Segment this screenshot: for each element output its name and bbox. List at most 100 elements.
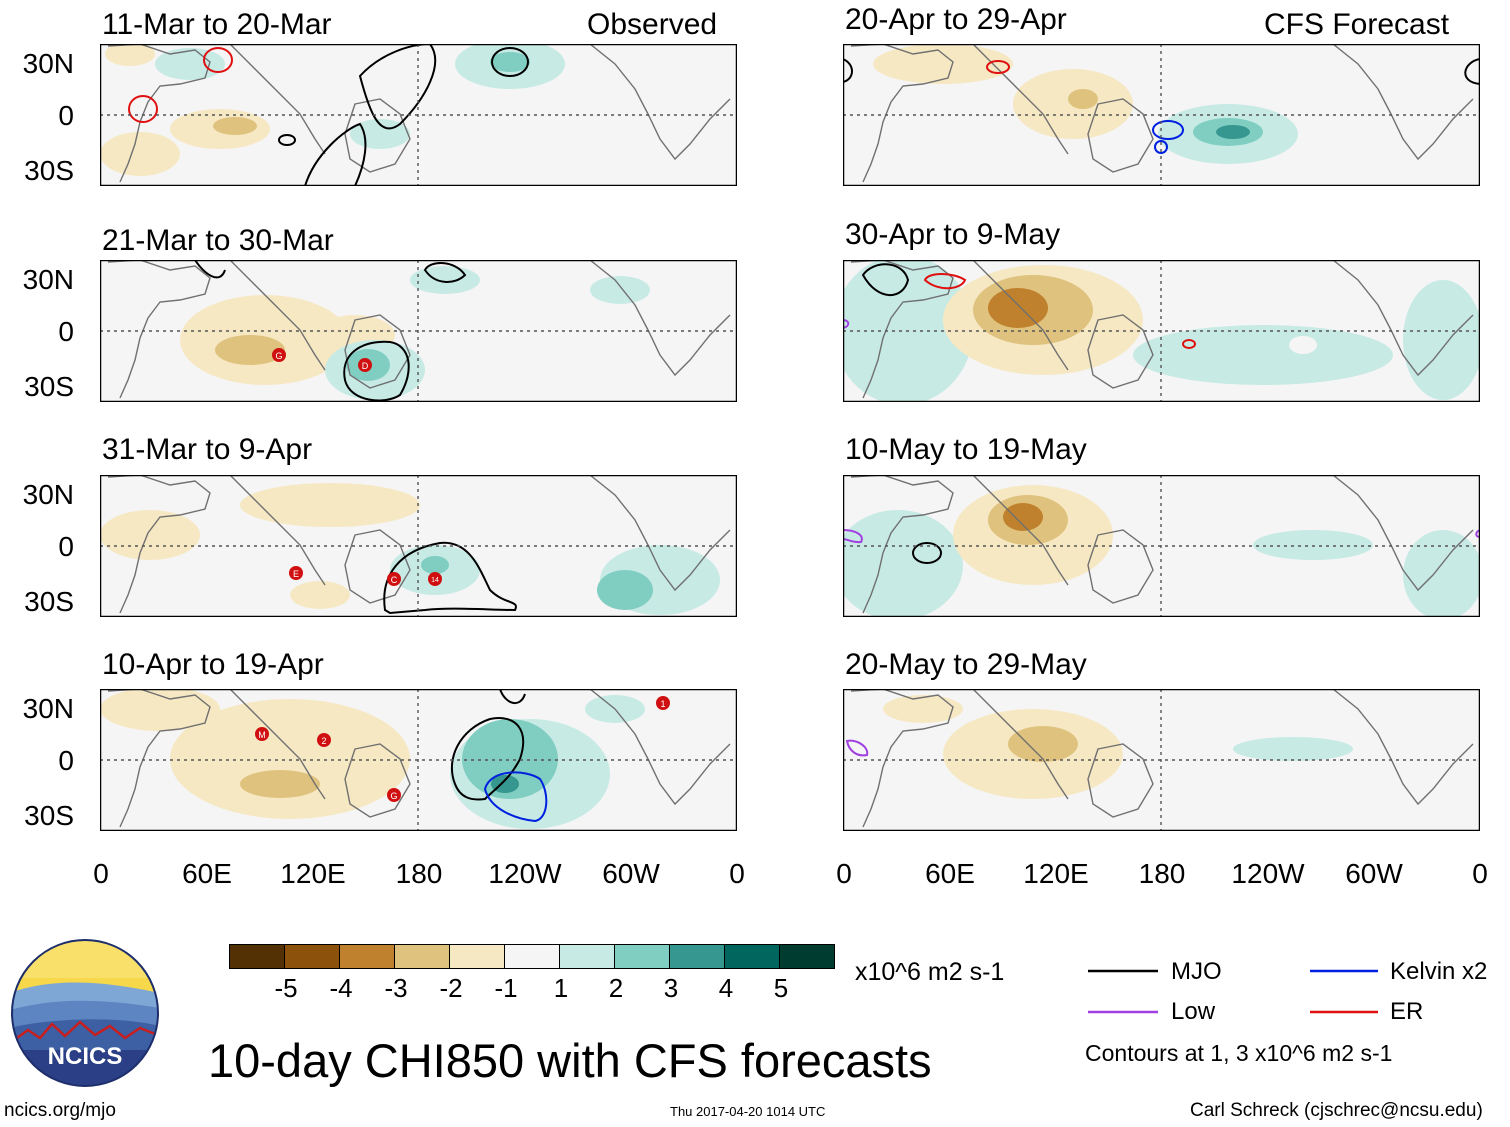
lon-label: 120W — [488, 858, 562, 889]
suppressed-region — [240, 483, 420, 527]
legend-label-mjo: MJO — [1171, 958, 1222, 985]
storm-marker: C — [387, 572, 401, 586]
lon-label: 120E — [1023, 858, 1089, 889]
suppressed-region — [105, 44, 155, 66]
lat-label: 30S — [24, 155, 74, 186]
enhanced-region — [1253, 530, 1373, 560]
lon-label: 60E — [182, 858, 232, 889]
lat-label: 0 — [58, 316, 74, 347]
colorbar-swatch — [394, 944, 450, 969]
map-panel-4: M 2 G 1 — [100, 689, 737, 831]
storm-marker: 14 — [428, 572, 442, 586]
enhanced-region — [1233, 737, 1353, 761]
legend-label-low: Low — [1171, 998, 1216, 1025]
storm-label: D — [362, 361, 369, 371]
suppressed-region — [873, 44, 1013, 84]
colorbar-swatch — [449, 944, 505, 969]
colorbar-tick-label: 2 — [608, 973, 624, 1003]
storm-marker: 2 — [317, 733, 331, 747]
enhanced-region — [462, 719, 558, 799]
enhanced-region — [597, 570, 653, 610]
footer-credit: Carl Schreck (cjschrec@ncsu.edu) — [1190, 1100, 1483, 1121]
storm-marker: G — [272, 348, 286, 362]
panel-title: 31-Mar to 9-Apr — [102, 433, 313, 466]
storm-label: 2 — [321, 736, 326, 746]
lat-label: 30S — [24, 586, 74, 617]
enhanced-region — [1403, 280, 1480, 400]
storm-label: C — [391, 575, 398, 585]
panel-title: 20-May to 29-May — [845, 648, 1087, 681]
contour-note: Contours at 1, 3 x10^6 m2 s-1 — [1085, 1040, 1393, 1066]
map-panel-3: E C 14 — [100, 475, 737, 617]
coastlines — [107, 44, 731, 183]
mjo-contours — [861, 263, 910, 297]
colorbar-tick-label: -1 — [494, 973, 518, 1003]
storm-marker: D — [358, 358, 372, 372]
kelvin-contours — [1152, 120, 1184, 154]
mjo-contours — [383, 541, 517, 615]
mjo-contours — [912, 542, 942, 564]
panel-tag-observed: Observed — [587, 8, 718, 41]
suppressed-region — [240, 770, 320, 798]
storm-marker: E — [289, 566, 303, 580]
lon-label: 60E — [925, 858, 975, 889]
colorbar-tick-label: -2 — [439, 973, 463, 1003]
colorbar-swatch — [504, 944, 560, 969]
storm-label: G — [275, 351, 282, 361]
mjo-contours — [450, 689, 526, 801]
colorbar-swatch — [724, 944, 780, 969]
suppressed-region — [213, 117, 257, 135]
lat-label: 30N — [22, 48, 74, 79]
suppressed-region — [1003, 503, 1043, 531]
main-title: 10-day CHI850 with CFS forecasts — [208, 1034, 932, 1087]
mjo-contours — [843, 58, 1480, 85]
coastlines — [850, 44, 1474, 183]
colorbar-tick-label: 4 — [718, 973, 734, 1003]
suppressed-region — [100, 132, 180, 176]
colorbar-tick-label: 3 — [663, 973, 679, 1003]
lon-label: 120E — [280, 858, 346, 889]
map-panel-1 — [100, 44, 737, 186]
suppressed-region — [883, 695, 963, 723]
colorbar-tick-label: -5 — [274, 973, 298, 1003]
map-panel-8 — [843, 689, 1480, 831]
panel-title: 10-Apr to 19-Apr — [102, 648, 324, 681]
er-contours — [986, 60, 1010, 74]
enhanced-region — [590, 276, 650, 304]
panel-title: 10-May to 19-May — [845, 433, 1087, 466]
storm-label: 1 — [660, 699, 665, 709]
colorbar-units: x10^6 m2 s-1 — [855, 958, 1005, 986]
logo-text: NCICS — [48, 1043, 123, 1070]
lon-label: 60W — [1345, 858, 1403, 889]
map-panel-2: G D — [100, 260, 737, 402]
storm-label: E — [293, 569, 299, 579]
suppressed-region — [290, 581, 350, 609]
enhanced-region — [1216, 125, 1250, 139]
colorbar-tick-label: -3 — [384, 973, 408, 1003]
lon-label: 0 — [93, 858, 109, 889]
colorbar-swatch — [229, 944, 285, 969]
map-panel-7 — [843, 475, 1480, 617]
legend-label-kelvin: Kelvin x2 — [1390, 958, 1488, 985]
lon-label: 0 — [1472, 858, 1488, 889]
storm-label: 14 — [431, 577, 439, 584]
lat-label: 30S — [24, 800, 74, 831]
colorbar-swatch — [669, 944, 725, 969]
lon-label: 0 — [836, 858, 852, 889]
colorbar — [229, 944, 835, 969]
panel-title: 30-Apr to 9-May — [845, 218, 1061, 251]
lat-label: 30N — [22, 479, 74, 510]
enhanced-region — [1403, 530, 1480, 617]
storm-marker: 1 — [656, 696, 670, 710]
colorbar-tick-label: -4 — [329, 973, 353, 1003]
coastlines — [850, 689, 1474, 828]
panel-title: 20-Apr to 29-Apr — [845, 3, 1067, 36]
suppressed-region — [1068, 89, 1098, 109]
storm-marker: G — [387, 788, 401, 802]
storm-marker: M — [255, 727, 269, 741]
panel-title: 21-Mar to 30-Mar — [102, 224, 334, 257]
suppressed-region — [988, 288, 1048, 328]
mjo-contours — [278, 44, 529, 186]
colorbar-tick-label: 5 — [773, 973, 789, 1003]
low-contours — [843, 319, 850, 329]
